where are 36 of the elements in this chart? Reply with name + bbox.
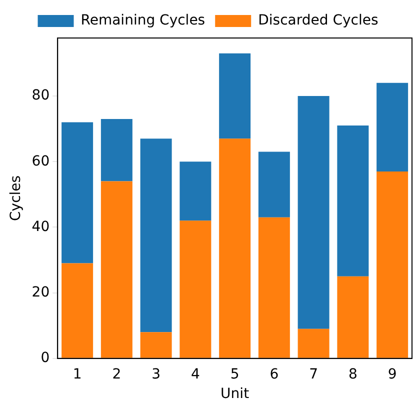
bar xyxy=(180,220,212,358)
bar xyxy=(62,122,94,264)
bar xyxy=(376,171,408,358)
bar xyxy=(219,53,251,139)
y-tick-label: 80 xyxy=(32,88,50,104)
x-tick-label: 1 xyxy=(72,366,82,382)
bar xyxy=(180,162,212,221)
x-tick-label: 6 xyxy=(270,366,279,382)
bar xyxy=(298,96,330,329)
bar xyxy=(140,332,172,358)
bar xyxy=(337,276,369,358)
bar xyxy=(219,138,251,358)
x-axis-title: Unit xyxy=(220,386,250,402)
y-tick-label: 20 xyxy=(32,284,50,300)
x-tick-label: 2 xyxy=(112,366,122,382)
bar xyxy=(140,138,172,332)
y-axis-title: Cycles xyxy=(8,175,24,221)
bar xyxy=(100,119,132,182)
x-tick-label: 5 xyxy=(230,366,240,382)
bar xyxy=(258,217,290,358)
y-tick-label: 40 xyxy=(32,218,50,235)
x-tick-label: 4 xyxy=(190,366,200,382)
legend-label: Discarded Cycles xyxy=(258,12,378,29)
bar xyxy=(298,328,330,358)
x-tick-label: 7 xyxy=(309,366,318,382)
bar xyxy=(376,82,408,172)
y-tick-label: 60 xyxy=(32,153,50,170)
x-tick-label: 8 xyxy=(348,366,358,382)
bar xyxy=(62,263,94,358)
bar xyxy=(337,126,369,276)
bar xyxy=(100,181,132,358)
x-tick-label: 9 xyxy=(388,366,397,382)
legend-label: Remaining Cycles xyxy=(80,12,206,29)
y-tick-label: 0 xyxy=(40,350,50,366)
bar xyxy=(258,152,290,218)
x-tick-label: 3 xyxy=(152,366,161,382)
